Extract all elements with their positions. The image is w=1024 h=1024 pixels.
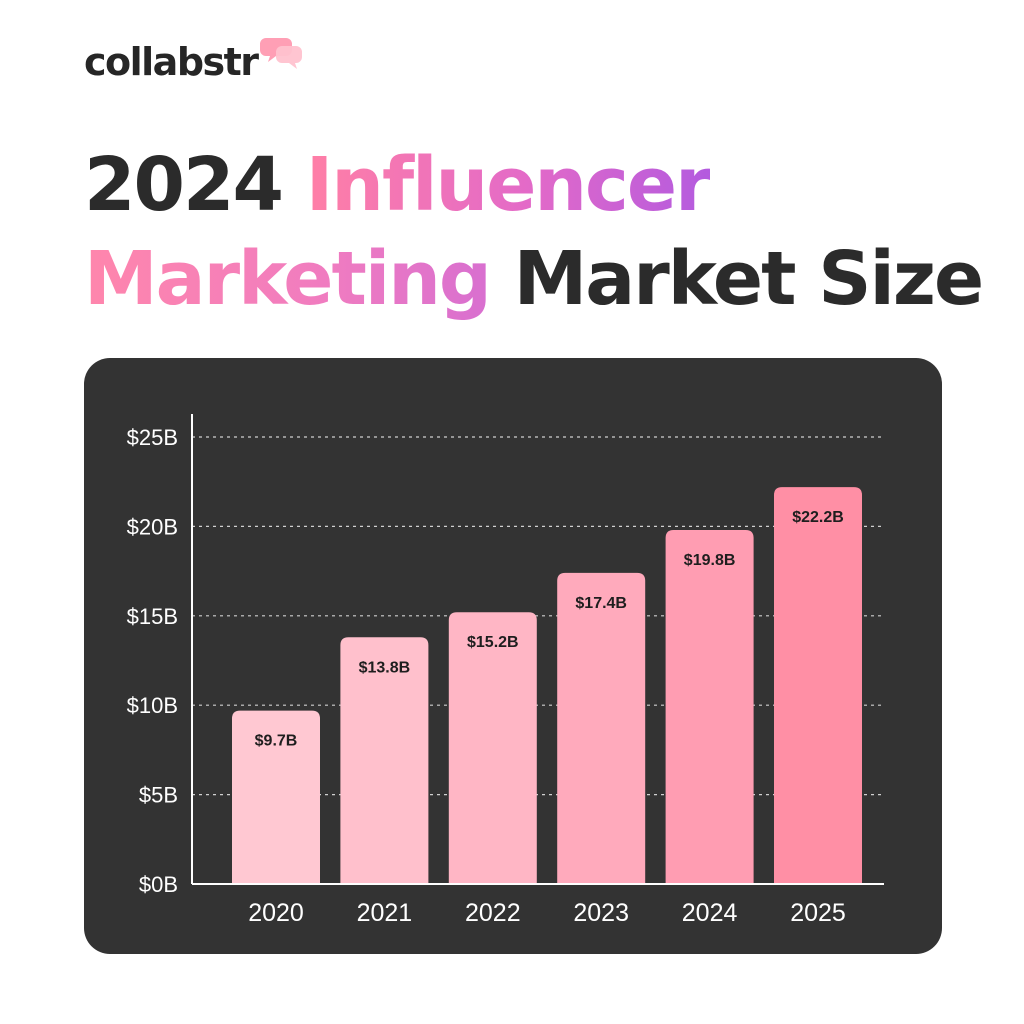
bar xyxy=(448,612,537,884)
x-tick-label: 2020 xyxy=(248,899,304,927)
y-tick-label: $20B xyxy=(127,514,178,539)
y-tick-label: $10B xyxy=(127,693,178,718)
data-label: $17.4B xyxy=(575,595,627,612)
title-accent-influencer: Influencer xyxy=(305,142,712,228)
title-line-2: Marketing Market Size xyxy=(84,232,985,326)
x-tick-label: 2021 xyxy=(357,899,413,927)
title-accent-marketing: Marketing xyxy=(84,236,492,322)
data-label: $15.2B xyxy=(467,634,519,651)
chart-card: $0B $5B $10B $15B $20B $25B $9.7B 2020 $13.8B 202… xyxy=(84,358,942,954)
x-tick-label: 2023 xyxy=(573,899,629,927)
bar xyxy=(232,710,320,884)
y-tick-label: $25B xyxy=(127,425,178,450)
title-line-1: 2024 Influencer xyxy=(84,138,982,232)
x-tick-label: 2022 xyxy=(465,899,521,927)
bar-chart: $0B $5B $10B $15B $20B $25B $9.7B 2020 $13.8B 202… xyxy=(127,414,884,927)
page-title: 2024 Influencer Marketing Market Size xyxy=(84,138,985,326)
brand-logo: collabstr xyxy=(84,34,304,90)
y-tick-label: $5B xyxy=(139,783,178,808)
brand-name: collabstr xyxy=(84,40,259,84)
data-label: $22.2B xyxy=(792,509,844,526)
x-tick-label: 2024 xyxy=(682,899,738,927)
data-label: $9.7B xyxy=(255,733,298,750)
bar xyxy=(774,487,862,884)
y-tick-label: $15B xyxy=(127,604,178,629)
bar xyxy=(665,529,754,884)
data-label: $13.8B xyxy=(359,659,411,676)
bar xyxy=(340,637,429,884)
title-rest: Market Size xyxy=(513,236,985,322)
bar xyxy=(557,572,646,884)
title-year: 2024 xyxy=(84,142,284,228)
x-tick-label: 2025 xyxy=(790,899,846,927)
data-label: $19.8B xyxy=(684,552,736,569)
speech-bubbles-icon xyxy=(259,38,302,69)
y-tick-label: $0B xyxy=(139,872,178,897)
